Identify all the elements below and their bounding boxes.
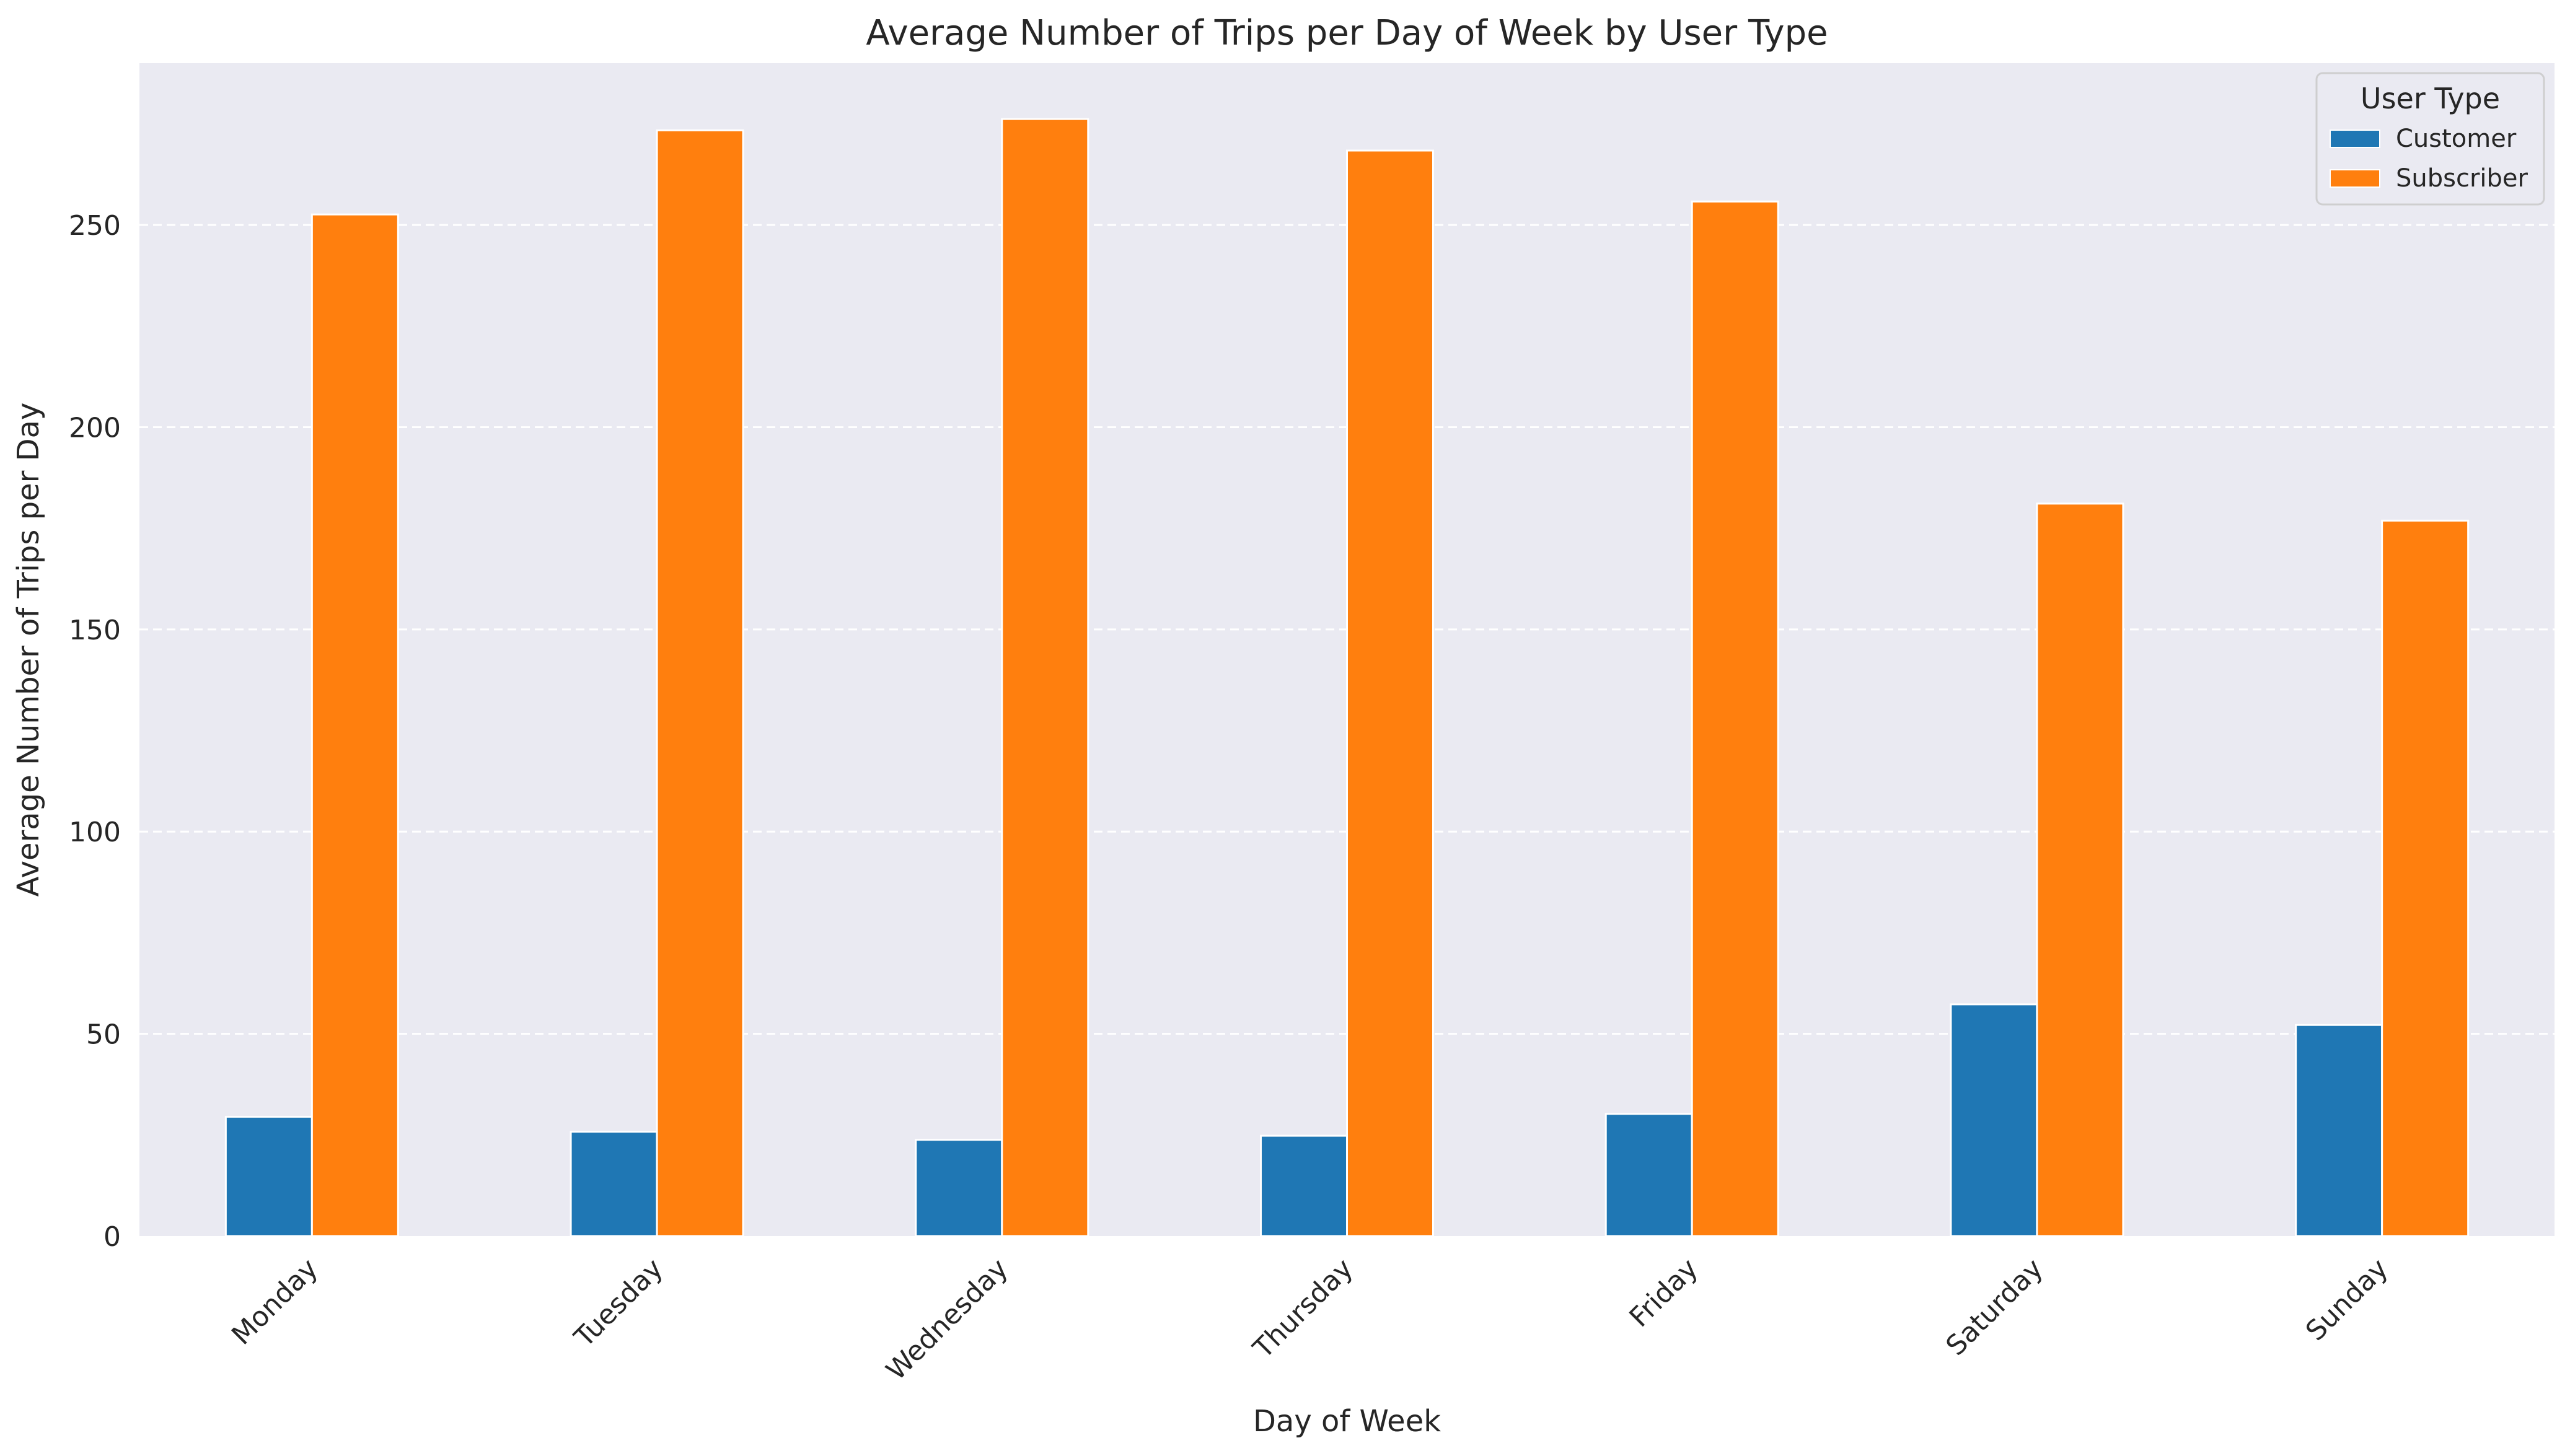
legend: User Type Customer Subscriber [2315, 72, 2545, 206]
y-tick-label: 50 [86, 1019, 121, 1051]
y-tick-label: 150 [69, 615, 121, 646]
x-tick-label: Friday [1624, 1253, 1704, 1333]
bar-subscriber-thursday [1346, 149, 1434, 1237]
legend-swatch-subscriber [2330, 169, 2380, 188]
bar-customer-wednesday [915, 1139, 1003, 1237]
bar-subscriber-friday [1691, 200, 1779, 1237]
bar-subscriber-tuesday [656, 129, 744, 1237]
legend-label-customer: Customer [2396, 125, 2517, 153]
y-tick-label: 250 [69, 210, 121, 242]
y-tick-labels: 0 50 100 150 200 250 [69, 210, 121, 1253]
x-tick-label: Monday [226, 1253, 324, 1351]
legend-swatch-customer [2330, 129, 2380, 148]
bar-customer-monday [224, 1115, 313, 1237]
x-tick-label: Sunday [2300, 1253, 2394, 1347]
x-axis-label: Day of Week [1253, 1404, 1441, 1439]
legend-title: User Type [2361, 82, 2500, 115]
chart-title: Average Number of Trips per Day of Week … [866, 13, 1828, 53]
bar-customer-sunday [2295, 1024, 2383, 1237]
legend-label-subscriber: Subscriber [2396, 164, 2528, 193]
x-tick-label: Wednesday [880, 1253, 1014, 1387]
y-axis-label: Average Number of Trips per Day [11, 403, 46, 897]
x-tick-label: Saturday [1940, 1253, 2049, 1362]
bar-subscriber-sunday [2381, 519, 2470, 1237]
bar-customer-tuesday [570, 1131, 658, 1237]
bar-subscriber-wednesday [1001, 118, 1089, 1237]
x-tick-labels: Monday Tuesday Wednesday Thursday Friday Satu… [226, 1253, 2394, 1387]
y-tick-label: 0 [103, 1221, 121, 1253]
bar-customer-friday [1604, 1113, 1693, 1237]
bar-customer-thursday [1260, 1134, 1348, 1237]
y-tick-label: 100 [69, 817, 121, 848]
x-tick-label: Thursday [1247, 1253, 1359, 1365]
bar-subscriber-monday [310, 213, 399, 1237]
bars [224, 118, 2470, 1237]
x-tick-label: Tuesday [568, 1253, 669, 1354]
bar-customer-saturday [1950, 1003, 2038, 1237]
bar-subscriber-saturday [2036, 502, 2124, 1237]
y-tick-label: 200 [69, 412, 121, 444]
